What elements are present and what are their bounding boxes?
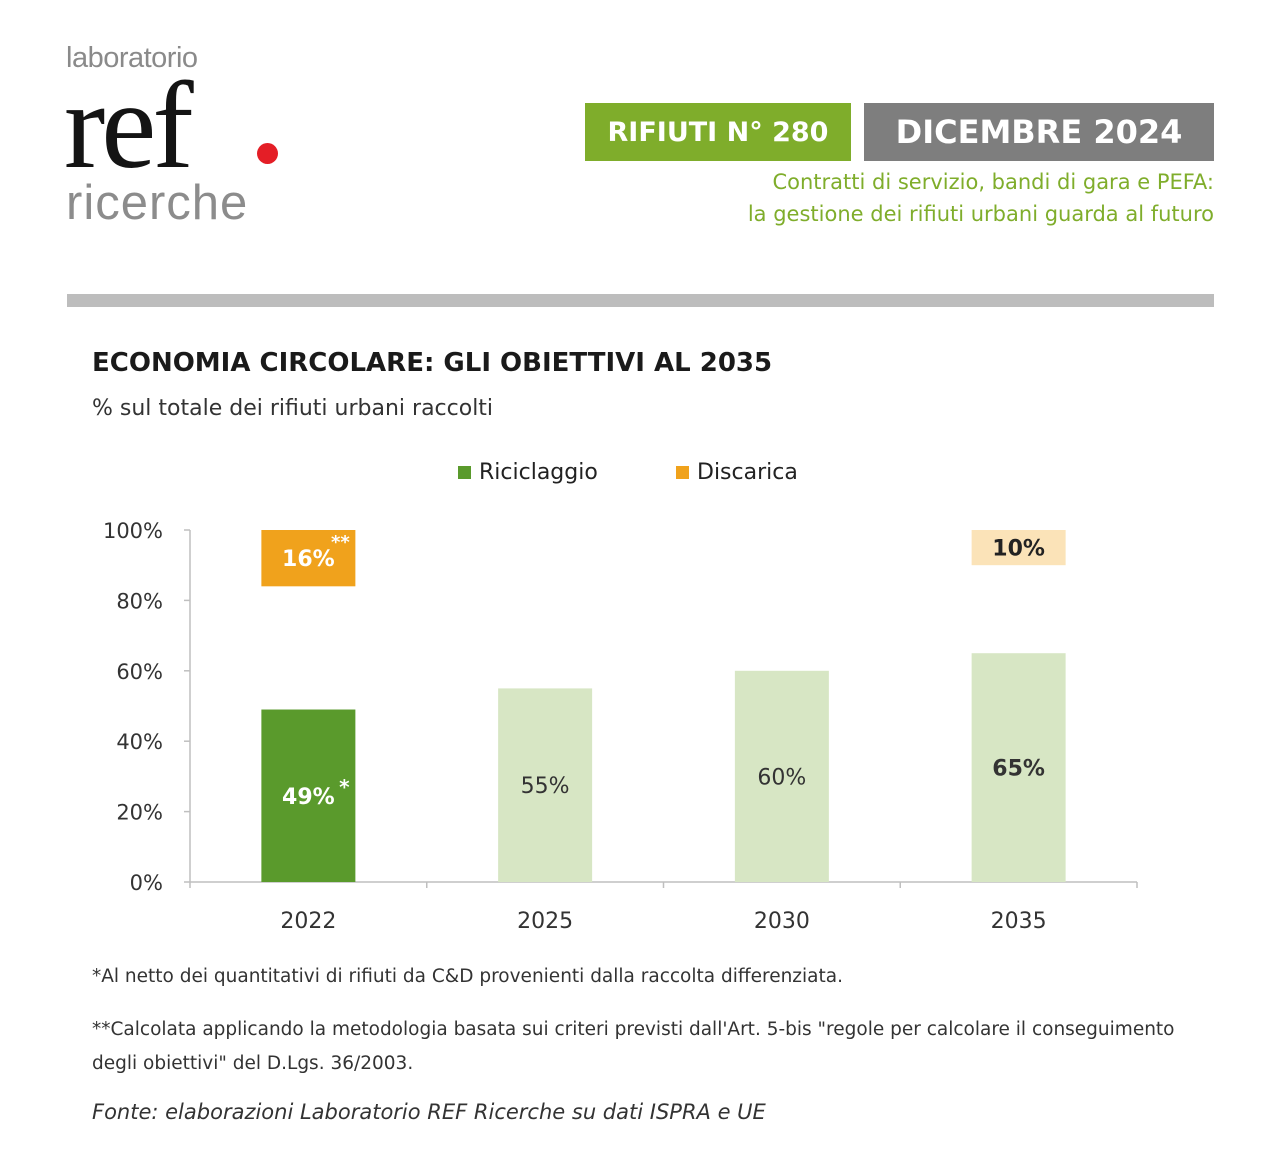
bar-discarica-2035 — [971, 530, 1066, 566]
y-tick-label: 100% — [103, 519, 163, 543]
y-tick-label: 40% — [116, 730, 163, 754]
report-subtitle: Contratti di servizio, bandi di gara e P… — [748, 166, 1214, 230]
x-tick-label: 2030 — [754, 909, 810, 934]
data-label-riciclaggio-2035: 65% — [992, 757, 1045, 782]
report-subtitle-line2: la gestione dei rifiuti urbani guarda al… — [747, 202, 1214, 226]
legend-item-discarica: Discarica — [676, 460, 798, 485]
x-tick-label: 2025 — [517, 909, 573, 934]
x-tick-label: 2035 — [991, 909, 1047, 934]
legend-swatch-discarica — [676, 466, 689, 479]
chart-subtitle: % sul totale dei rifiuti urbani raccolti — [92, 396, 494, 421]
bar-riciclaggio-2025 — [498, 688, 593, 882]
report-subtitle-line1: Contratti di servizio, bandi di gara e P… — [772, 170, 1214, 194]
y-tick-label: 20% — [116, 801, 163, 825]
bar-riciclaggio-2022 — [261, 709, 356, 882]
footnote-1: *Al netto dei quantitativi di rifiuti da… — [92, 966, 843, 987]
logo-main-text: ref — [64, 57, 194, 194]
chart-legend: Riciclaggio Discarica — [0, 460, 1280, 490]
bar-discarica-2022 — [261, 530, 356, 587]
date-badge: DICEMBRE 2024 — [864, 103, 1214, 161]
footnote-mark-discarica-2022: ** — [331, 532, 350, 553]
legend-label-riciclaggio: Riciclaggio — [479, 460, 598, 485]
logo-bottom-text: ricerche — [66, 176, 249, 230]
data-label-riciclaggio-2025: 55% — [521, 774, 570, 799]
legend-label-discarica: Discarica — [697, 460, 798, 485]
issue-badge: RIFIUTI N° 280 — [585, 103, 851, 161]
data-label-discarica-2022: 16% — [282, 547, 335, 572]
x-tick-label: 2022 — [280, 909, 336, 934]
logo: laboratorio ref ricerche — [64, 38, 296, 230]
data-label-riciclaggio-2022: 49% — [282, 785, 335, 810]
data-label-riciclaggio-2030: 60% — [757, 765, 806, 790]
footnote-mark-riciclaggio-2022: * — [339, 775, 350, 799]
divider — [67, 294, 1214, 307]
data-label-discarica-2035: 10% — [992, 537, 1045, 562]
y-tick-label: 60% — [116, 660, 163, 684]
legend-item-riciclaggio: Riciclaggio — [458, 460, 598, 485]
footnote-2: **Calcolata applicando la metodologia ba… — [92, 1019, 1175, 1074]
chart-title: ECONOMIA CIRCOLARE: GLI OBIETTIVI AL 203… — [92, 348, 773, 378]
logo-dot — [257, 143, 278, 164]
legend-swatch-riciclaggio — [458, 466, 471, 479]
y-tick-label: 80% — [116, 589, 163, 613]
logo-top-text: laboratorio — [66, 42, 198, 74]
source-note: Fonte: elaborazioni Laboratorio REF Rice… — [92, 1100, 766, 1124]
y-tick-label: 0% — [130, 871, 163, 895]
bar-riciclaggio-2030 — [734, 670, 829, 882]
bar-riciclaggio-2035 — [971, 653, 1066, 882]
